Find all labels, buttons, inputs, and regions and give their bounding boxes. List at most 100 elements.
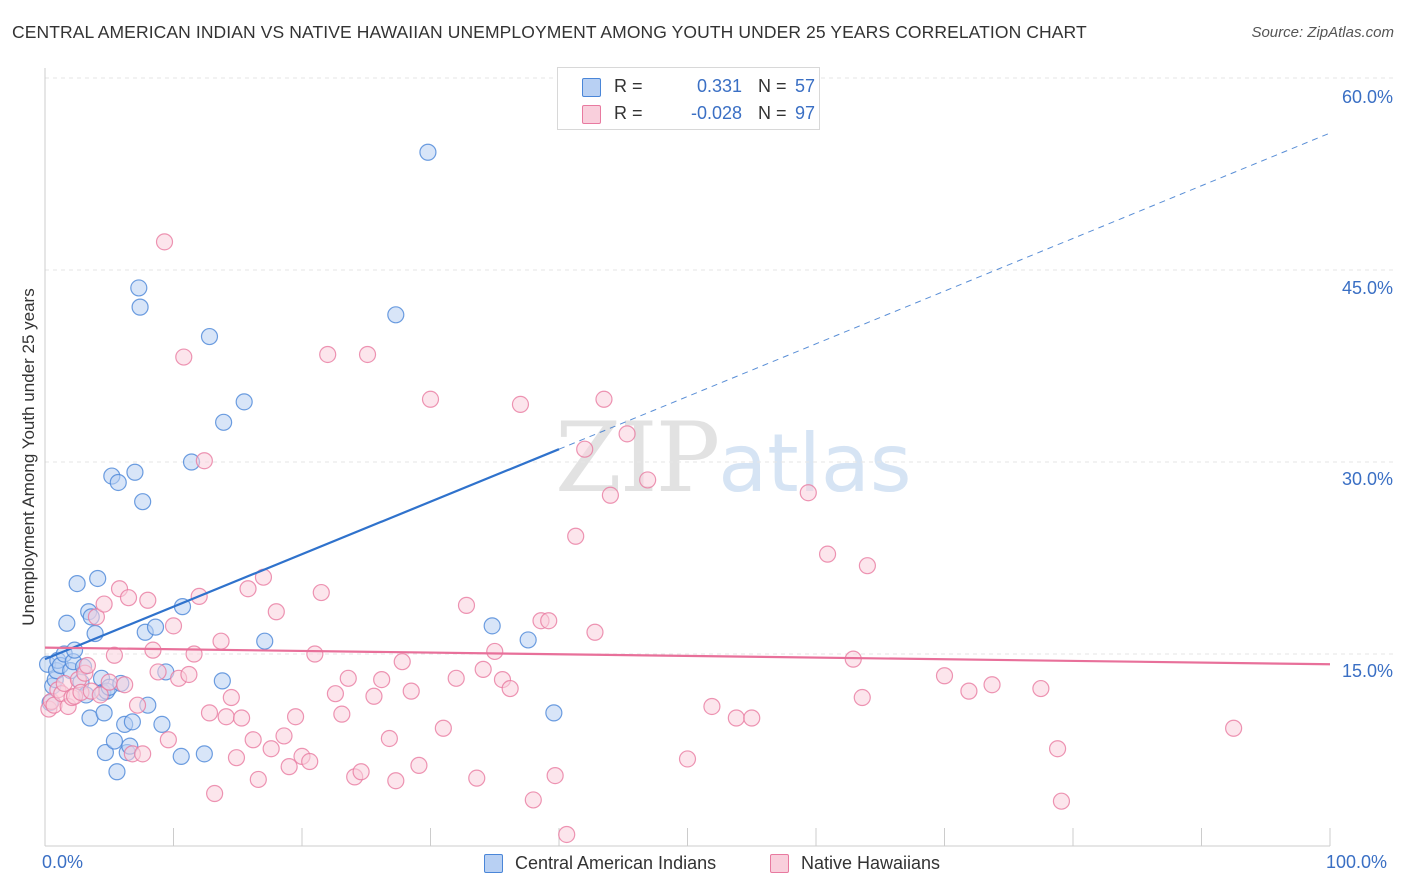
data-point-native-hawaiians [275, 727, 293, 745]
data-point-native-hawaiians [387, 772, 405, 790]
data-point-central-american-indians [235, 393, 253, 411]
data-point-central-american-indians [545, 704, 563, 722]
stats-legend: R = 0.331 N = 57 R = -0.028 N = 97 [557, 67, 820, 130]
x-tick-label-max: 100.0% [1326, 852, 1388, 872]
data-point-central-american-indians [109, 473, 127, 492]
data-point-central-american-indians [130, 279, 148, 297]
data-point-native-hawaiians [935, 667, 954, 685]
data-point-native-hawaiians [358, 345, 377, 364]
data-point-native-hawaiians [434, 719, 452, 737]
data-point-native-hawaiians [1048, 740, 1067, 758]
data-point-native-hawaiians [155, 233, 174, 251]
n-label: N = [758, 103, 787, 123]
data-point-native-hawaiians [306, 645, 324, 663]
data-point-native-hawaiians [511, 395, 530, 413]
data-point-native-hawaiians [244, 731, 262, 749]
data-point-central-american-indians [213, 672, 231, 690]
data-point-native-hawaiians [540, 612, 558, 630]
y-tick-label-15: 15.0% [1341, 661, 1393, 681]
data-point-native-hawaiians [474, 660, 492, 678]
data-point-native-hawaiians [87, 608, 106, 626]
data-point-native-hawaiians [280, 758, 298, 776]
data-point-native-hawaiians [200, 704, 219, 722]
data-point-native-hawaiians [1052, 792, 1071, 810]
chart-title: CENTRAL AMERICAN INDIAN VS NATIVE HAWAII… [12, 22, 1087, 42]
data-point-central-american-indians [58, 614, 76, 632]
data-point-native-hawaiians [1032, 679, 1050, 698]
data-point-central-american-indians [126, 463, 144, 481]
legend-swatch-pink [770, 854, 789, 873]
x-tick-label-min: 0.0% [42, 852, 84, 872]
data-point-central-american-indians [256, 632, 274, 650]
data-point-native-hawaiians [116, 676, 134, 694]
data-point-native-hawaiians [262, 740, 280, 758]
n-label: N = [758, 76, 787, 96]
data-point-native-hawaiians [91, 686, 109, 704]
data-point-central-american-indians [419, 143, 437, 161]
data-point-native-hawaiians [333, 705, 351, 723]
data-point-native-hawaiians [206, 784, 224, 803]
legend-label: Native Hawaiians [801, 853, 941, 873]
data-point-central-american-indians [483, 617, 501, 635]
data-point-native-hawaiians [139, 591, 157, 609]
data-point-central-american-indians [153, 715, 171, 734]
data-point-native-hawaiians [267, 603, 285, 621]
r-label: R = [614, 76, 643, 96]
data-point-native-hawaiians [558, 825, 576, 844]
data-point-central-american-indians [68, 574, 86, 593]
data-point-native-hawaiians [1225, 719, 1243, 737]
data-point-native-hawaiians [853, 688, 871, 707]
data-point-central-american-indians [200, 327, 219, 346]
data-point-native-hawaiians [149, 663, 167, 681]
data-point-native-hawaiians [410, 756, 428, 774]
data-point-native-hawaiians [222, 688, 240, 707]
data-point-native-hawaiians [100, 673, 118, 691]
data-point-central-american-indians [215, 413, 233, 431]
data-point-native-hawaiians [352, 763, 370, 781]
data-point-native-hawaiians [567, 527, 585, 545]
data-point-native-hawaiians [286, 708, 305, 726]
data-point-native-hawaiians [457, 596, 476, 614]
chart-source: Source: ZipAtlas.com [1251, 24, 1394, 41]
data-point-native-hawaiians [119, 589, 138, 607]
watermark: ZIPatlas [555, 402, 912, 514]
data-point-native-hawaiians [546, 766, 564, 785]
data-point-native-hawaiians [468, 769, 486, 787]
data-point-native-hawaiians [180, 665, 198, 684]
data-point-native-hawaiians [95, 595, 113, 613]
data-point-native-hawaiians [249, 770, 267, 789]
data-point-native-hawaiians [678, 750, 697, 768]
data-point-central-american-indians [123, 713, 141, 731]
data-point-native-hawaiians [164, 617, 183, 635]
data-point-native-hawaiians [233, 709, 251, 727]
data-point-native-hawaiians [743, 709, 761, 727]
watermark-zip: ZIP [555, 402, 720, 514]
trend-line-native-hawaiians [44, 646, 1331, 666]
trend-line-central-american-indians [44, 448, 560, 661]
data-point-central-american-indians [95, 704, 113, 722]
y-tick-label-30: 30.0% [1341, 469, 1393, 489]
data-point-native-hawaiians [601, 486, 620, 504]
data-point-central-american-indians [96, 743, 114, 762]
data-point-native-hawaiians [78, 656, 97, 675]
legend-label: Central American Indians [515, 853, 717, 873]
y-tick-label-45: 45.0% [1341, 278, 1393, 298]
data-point-central-american-indians [172, 747, 190, 766]
data-point-central-american-indians [519, 631, 537, 649]
data-point-native-hawaiians [576, 440, 594, 458]
data-point-native-hawaiians [858, 557, 877, 575]
data-point-native-hawaiians [217, 708, 235, 726]
data-point-central-american-indians [195, 745, 213, 763]
data-point-native-hawaiians [421, 390, 440, 408]
data-point-native-hawaiians [402, 682, 420, 700]
data-point-native-hawaiians [618, 425, 636, 443]
trend-line-central-american-indians-extrapolated [558, 132, 1331, 450]
data-point-native-hawaiians [195, 452, 213, 470]
data-point-native-hawaiians [524, 791, 542, 809]
n-value: 97 [795, 103, 816, 123]
data-point-native-hawaiians [983, 676, 1001, 694]
data-point-native-hawaiians [326, 685, 345, 703]
data-point-native-hawaiians [586, 623, 604, 641]
data-point-native-hawaiians [227, 749, 246, 767]
